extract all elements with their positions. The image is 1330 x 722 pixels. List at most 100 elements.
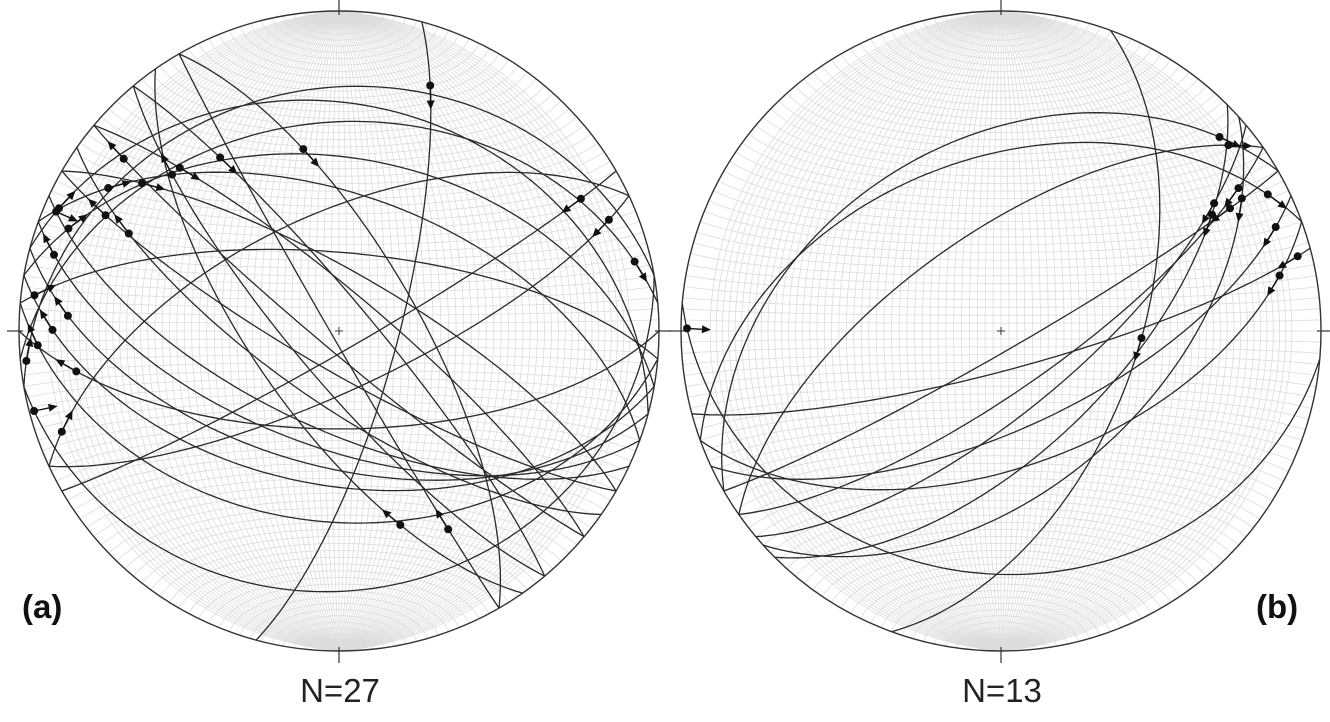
slickenline-point (426, 81, 435, 90)
slickenline-point (216, 153, 225, 162)
slip-arrowhead (1277, 260, 1287, 269)
net-parallel (700, 221, 1302, 253)
fault-plane (691, 247, 1311, 416)
net-parallel (42, 417, 636, 452)
net-parallel (860, 43, 1142, 92)
net-parallel (159, 543, 519, 597)
slip-arrowhead (1277, 200, 1287, 209)
net-parallel (46, 424, 632, 462)
net-parallel (22, 362, 656, 376)
slickenline-point (604, 215, 613, 224)
net-parallel (272, 17, 406, 47)
net-parallel (327, 11, 351, 17)
net-parallel (729, 455, 1273, 501)
slip-arrowhead (48, 404, 58, 412)
slip-arrowhead (88, 198, 98, 208)
net-parallel (755, 485, 1247, 538)
slip-arrowhead (310, 157, 320, 167)
slickenline-point (72, 367, 81, 376)
net-parallel (786, 92, 1216, 148)
net-parallel (956, 627, 1046, 648)
fault-plane (723, 170, 1279, 492)
net-parallel (786, 514, 1216, 570)
net-parallel (28, 385, 650, 409)
fault-planes (19, 21, 659, 641)
net-parallel (690, 385, 1312, 409)
net-parallel (967, 633, 1035, 650)
net-parallel (34, 231, 644, 261)
net-parallel (100, 492, 578, 546)
slickenline-point (396, 520, 405, 529)
slickenline-point (576, 194, 585, 203)
net-parallel (124, 514, 554, 570)
net-parallel (812, 536, 1190, 591)
net-parallel (100, 116, 578, 170)
fault-plane (23, 275, 655, 593)
net-parallel (133, 85, 545, 141)
net-parallel (23, 369, 655, 387)
slickenline-point (175, 163, 184, 172)
net-parallel (687, 377, 1315, 398)
slip-arrowhead (1243, 141, 1253, 150)
fault-plane (93, 124, 585, 538)
slickenline-point (50, 250, 58, 259)
slickenline-marks (683, 133, 1302, 362)
slip-arrowhead (1210, 213, 1221, 223)
fault-plane (29, 247, 649, 481)
net-parallel (840, 556, 1162, 609)
slickenline-point (1234, 184, 1243, 193)
slickenline-point (168, 170, 177, 179)
slickenline-point (57, 427, 66, 436)
net-parallel (735, 462, 1267, 511)
net-parallel (682, 354, 1320, 365)
slip-arrowhead (561, 204, 572, 213)
net-parallel (891, 590, 1111, 632)
fault-plane (29, 99, 649, 414)
net-parallel (729, 161, 1273, 207)
net-parallel (803, 78, 1199, 133)
net-parallel (141, 78, 537, 133)
net-parallel (978, 639, 1024, 651)
net-parallel (778, 100, 1224, 155)
fault-plane (19, 330, 659, 430)
slip-arrowhead (107, 141, 117, 151)
net-parallel (741, 142, 1261, 192)
net-parallel (178, 556, 500, 609)
net-parallel (208, 38, 470, 85)
count-label-b: N=13 (962, 672, 1042, 709)
net-parallel (685, 275, 1317, 293)
net-parallel (294, 14, 384, 35)
net-parallel (73, 151, 605, 200)
net-parallel (934, 615, 1068, 645)
net-parallel (198, 43, 480, 92)
slickenline-point (1215, 133, 1224, 141)
net-parallel (19, 319, 659, 324)
net-parallel (25, 377, 653, 398)
slickenline-point (124, 229, 133, 238)
slip-arrowhead (435, 508, 444, 519)
fault-plane (37, 171, 641, 441)
net-parallel (945, 15, 1057, 41)
net-parallel (283, 621, 395, 647)
net-parallel (169, 549, 509, 603)
net-parallel (850, 48, 1152, 99)
slickenline-point (299, 145, 308, 154)
net-parallel (912, 603, 1090, 639)
net-parallel (272, 615, 406, 645)
net-parallel (31, 393, 647, 420)
fault-plane (23, 275, 655, 492)
net-parallel (250, 603, 428, 639)
net-parallel (748, 477, 1254, 529)
slickenline-point (104, 184, 113, 192)
net-parallel (261, 609, 417, 642)
fault-plane (178, 53, 502, 609)
net-grid (19, 11, 659, 651)
slickenline-point (1210, 199, 1219, 208)
net-parallel (718, 180, 1284, 222)
net-parallel (159, 65, 519, 119)
slip-arrowhead (43, 233, 51, 244)
net-parallel (713, 432, 1289, 472)
net-parallel (20, 354, 658, 365)
net-parallel (681, 338, 1321, 343)
